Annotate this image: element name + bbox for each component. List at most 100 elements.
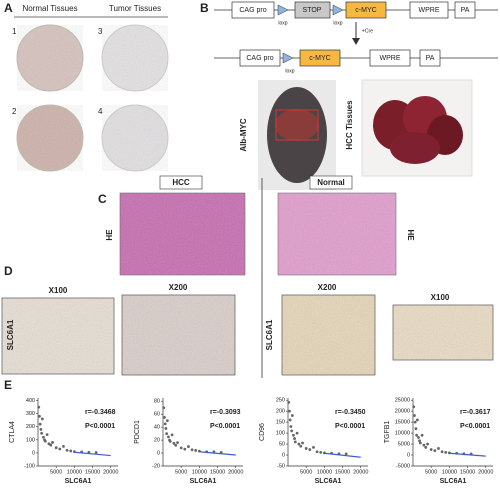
header-box [309,175,353,190]
loxp-label: loxp [278,20,287,26]
point [422,443,426,447]
y-tick-label: 200 [276,409,285,415]
y-tick-label: -20 [152,463,160,469]
loxp-site [277,4,289,16]
panel-label: B [200,1,209,15]
magnification: X200 [169,283,188,292]
point [295,431,299,435]
element-box [345,1,387,19]
texture [120,193,245,275]
annotation: P<0.0001 [460,423,490,430]
point [49,443,53,447]
point [37,405,41,409]
point [420,433,424,437]
point [319,451,323,454]
column-header: Tumor Tissues [109,4,161,13]
panel-label: C [98,192,107,206]
point [94,451,98,454]
column-header: Normal Tissues [22,4,77,13]
loxp-site [332,4,344,16]
x-tick-label: 15000 [210,469,225,475]
point [287,400,291,404]
y-tick-label: 15000 [395,420,410,426]
group-header: Normal [317,178,345,187]
fit-line [449,452,486,457]
point [297,442,301,446]
point [440,450,444,454]
x-tick-label: 15000 [85,469,100,475]
point [299,444,303,448]
annotation: r=-0.3450 [335,409,366,416]
texture [2,295,493,375]
point [417,436,420,439]
panel-a: A Normal Tissues Tumor Tissues 1 3 2 4 [4,1,169,172]
point [190,448,194,452]
photo-label: Alb-MYC [239,118,248,152]
x-tick-label: 20000 [228,469,243,475]
point [38,414,41,418]
core-number: 2 [12,107,17,116]
point [344,452,348,456]
point [176,441,179,445]
point [437,447,440,450]
loxp-site [282,52,294,64]
y-tick-label: 20 [154,438,160,444]
point [288,409,291,413]
point [304,447,308,450]
y-tick-label: 100 [26,437,35,443]
x-tick-label: 10000 [442,469,457,475]
x-axis-label: SLC6A1 [65,478,92,485]
point [418,441,422,445]
y-tick-label: 0 [32,450,35,456]
annotation: r=-0.3468 [85,409,116,416]
fit-line [74,451,111,457]
y-tick-label: 250 [276,398,285,404]
magnification: X100 [431,293,450,302]
texture [17,25,168,171]
tumor-lobe [390,132,440,164]
point [162,406,166,410]
point [179,446,183,450]
point [43,439,47,443]
point [194,449,198,452]
point [174,443,178,447]
loxp-label: loxp [333,20,342,26]
point [40,417,44,421]
point [424,445,428,449]
x-axis-label: SLC6A1 [190,478,217,485]
annotation: P<0.0001 [85,423,115,430]
point [415,433,419,437]
element-label: STOP [303,7,322,14]
annotation: P<0.0001 [335,423,365,430]
element-label: c-MYC [309,55,330,62]
point [413,420,417,424]
panel-b: B CAG pro STOP c-MYC WPRE PA loxp loxp +… [200,1,498,190]
y-tick-label: 0 [407,452,410,458]
y-tick-label: 10000 [395,431,410,437]
arrow-head [352,38,360,45]
x-tick-label: 10000 [192,469,207,475]
x-axis-label: SLC6A1 [440,478,467,485]
x-tick-label: 20000 [353,469,368,475]
fit-line [199,451,236,456]
point [292,433,295,437]
magnification: X100 [49,286,68,295]
scatter-plot: -100 0 100 200 300 400 5000 10000 15000 20000 CTLA… [9,398,118,485]
point [42,435,45,439]
point [293,437,296,440]
highlight-box [275,109,319,141]
annotation: P<0.0001 [210,423,240,430]
y-tick-label: 0 [157,451,160,457]
x-tick-label: 5000 [300,469,312,475]
x-tick-label: 5000 [175,469,187,475]
y-tick-label: 5000 [398,442,410,448]
point [163,416,166,419]
point [167,435,170,439]
point [69,449,73,453]
y-tick-label: 20000 [395,409,410,415]
point [39,427,43,431]
point [165,419,169,423]
x-tick-label: 5000 [425,469,437,475]
